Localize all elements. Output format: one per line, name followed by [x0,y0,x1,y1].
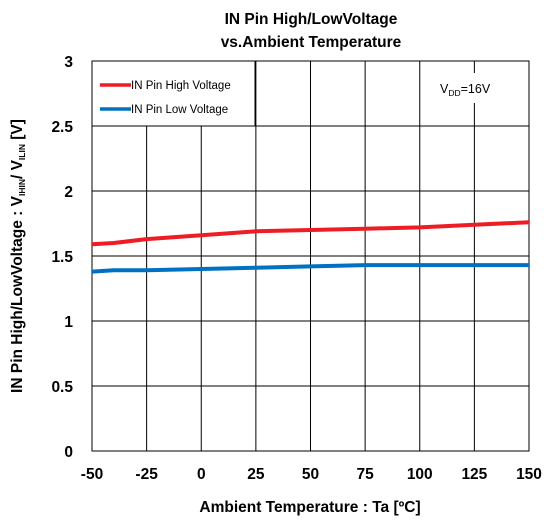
y-tick-label: 1.5 [51,249,73,266]
x-tick-label: 150 [516,466,542,483]
x-axis-label: Ambient Temperature : Ta [ºC] [199,499,420,516]
y-tick-label: 1 [64,314,73,331]
x-tick-label: 25 [247,466,265,483]
y-tick-label: 0 [64,444,73,461]
legend-label-low: IN Pin Low Voltage [131,104,228,116]
series-lines [91,220,530,274]
x-tick-label: 50 [302,466,319,483]
legend-box [91,60,256,127]
x-tick-label: 100 [407,466,433,483]
series-line-low-voltage [91,263,529,274]
plot-area-frame [91,60,530,452]
series-line-high-voltage [91,220,530,247]
chart-title-line1: IN Pin High/LowVoltage [225,11,398,28]
y-tick-label: 2.5 [51,119,73,136]
vdd-annotation: VDD=16V [440,82,491,98]
x-tick-label: 125 [461,466,487,483]
y-tick-label: 0.5 [51,379,73,396]
legend-label-high: IN Pin High Voltage [131,80,231,92]
y-axis-ticks: 0 0.5 1 1.5 2 2.5 3 [51,54,73,461]
y-axis-label: IN Pin High/LowVoltage : VIHIN/ VILIN [V… [9,119,27,393]
y-tick-label: 3 [64,54,73,71]
y-tick-label: 2 [64,184,73,201]
annotation-box [429,73,516,103]
chart-title-line2: vs.Ambient Temperature [221,34,402,51]
x-tick-label: -50 [81,466,103,483]
x-tick-label: -25 [135,466,158,483]
x-tick-label: 75 [357,466,375,483]
x-tick-label: 0 [197,466,206,483]
x-axis-ticks: -50 -25 0 25 50 75 100 125 150 [81,466,542,483]
